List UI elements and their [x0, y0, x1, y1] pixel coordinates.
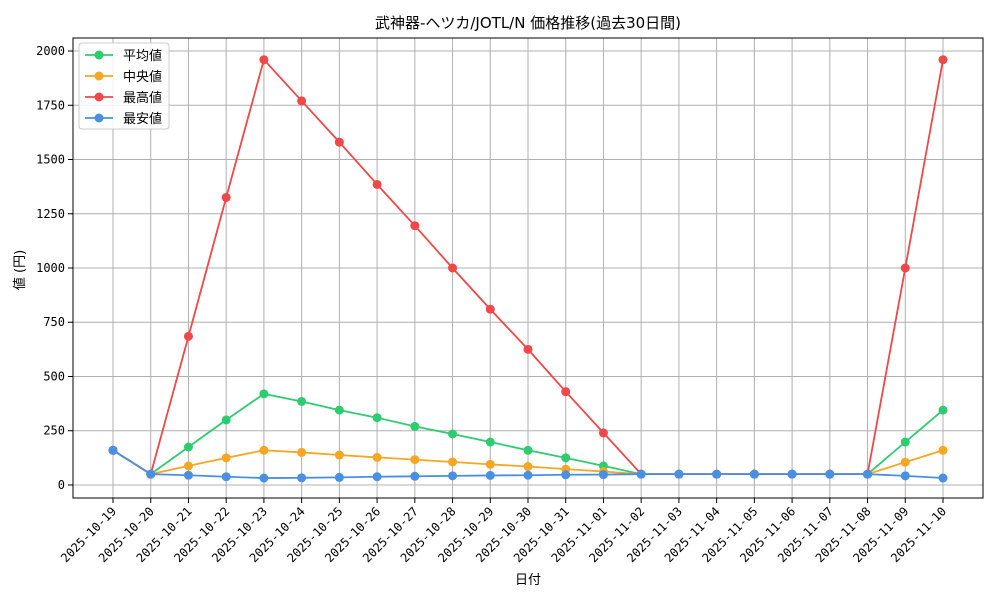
data-point	[297, 473, 307, 483]
data-point	[598, 428, 608, 438]
data-point	[334, 405, 344, 415]
data-point	[523, 344, 533, 354]
data-point	[259, 55, 269, 65]
data-point	[448, 263, 458, 273]
data-point	[297, 96, 307, 106]
data-point	[749, 469, 759, 479]
data-point	[938, 473, 948, 483]
data-point	[334, 450, 344, 460]
legend-box	[78, 42, 170, 130]
data-point	[485, 304, 495, 314]
data-point	[221, 192, 231, 202]
legend-swatch-marker	[94, 71, 104, 81]
data-point	[334, 137, 344, 147]
data-point	[561, 387, 571, 397]
y-tick-label: 0	[58, 478, 65, 492]
data-point	[561, 470, 571, 480]
legend-entry-label: 最高値	[123, 90, 162, 106]
data-point	[221, 415, 231, 425]
y-tick-label: 1750	[36, 98, 65, 112]
data-point	[863, 469, 873, 479]
series-lines	[108, 55, 948, 483]
data-point	[183, 331, 193, 341]
data-point	[598, 470, 608, 480]
data-point	[523, 445, 533, 455]
y-tick-label: 1000	[36, 261, 65, 275]
legend-swatch-marker	[94, 113, 104, 123]
data-point	[485, 459, 495, 469]
data-point	[183, 442, 193, 452]
data-point	[900, 457, 910, 467]
data-point	[787, 469, 797, 479]
axes: 2025-10-192025-10-202025-10-212025-10-22…	[36, 37, 984, 565]
data-point	[259, 473, 269, 483]
data-point	[297, 396, 307, 406]
data-point	[938, 55, 948, 65]
y-tick-label: 500	[43, 369, 65, 383]
legend-swatch-marker	[94, 50, 104, 60]
x-axis-title: 日付	[515, 573, 541, 588]
data-point	[410, 455, 420, 465]
data-point	[146, 469, 156, 479]
data-point	[938, 405, 948, 415]
data-point	[523, 462, 533, 472]
legend-entry-label: 平均値	[123, 48, 162, 64]
data-point	[900, 471, 910, 481]
grid-lines	[73, 38, 983, 498]
data-point	[448, 457, 458, 467]
y-tick-label: 1250	[36, 207, 65, 221]
data-point	[825, 469, 835, 479]
data-point	[523, 470, 533, 480]
legend-entry-label: 中央値	[123, 69, 162, 85]
data-point	[636, 469, 646, 479]
data-point	[108, 445, 118, 455]
legend-entry-label: 最安値	[123, 111, 162, 127]
y-tick-label: 2000	[36, 44, 65, 58]
plot-frame	[72, 37, 984, 499]
data-point	[334, 472, 344, 482]
y-tick-label: 1500	[36, 153, 65, 167]
y-axis-title: 値 (円)	[12, 250, 28, 290]
data-point	[448, 471, 458, 481]
y-tick-label: 250	[43, 424, 65, 438]
data-point	[674, 469, 684, 479]
data-point	[938, 445, 948, 455]
legend-swatch-marker	[94, 92, 104, 102]
data-point	[183, 470, 193, 480]
data-point	[900, 263, 910, 273]
data-point	[259, 389, 269, 399]
data-point	[712, 469, 722, 479]
data-point	[561, 453, 571, 463]
data-point	[485, 437, 495, 447]
data-point	[410, 421, 420, 431]
data-point	[221, 453, 231, 463]
data-point	[221, 472, 231, 482]
data-point	[372, 472, 382, 482]
data-point	[372, 413, 382, 423]
chart-title: 武神器-ヘツカ/JOTL/N 価格推移(過去30日間)	[375, 14, 681, 32]
data-point	[372, 452, 382, 462]
data-point	[448, 429, 458, 439]
data-point	[297, 447, 307, 457]
data-point	[900, 437, 910, 447]
y-tick-label: 750	[43, 315, 65, 329]
data-point	[410, 221, 420, 231]
data-point	[485, 470, 495, 480]
data-point	[183, 461, 193, 471]
data-point	[410, 471, 420, 481]
data-point	[259, 445, 269, 455]
data-point	[372, 179, 382, 189]
